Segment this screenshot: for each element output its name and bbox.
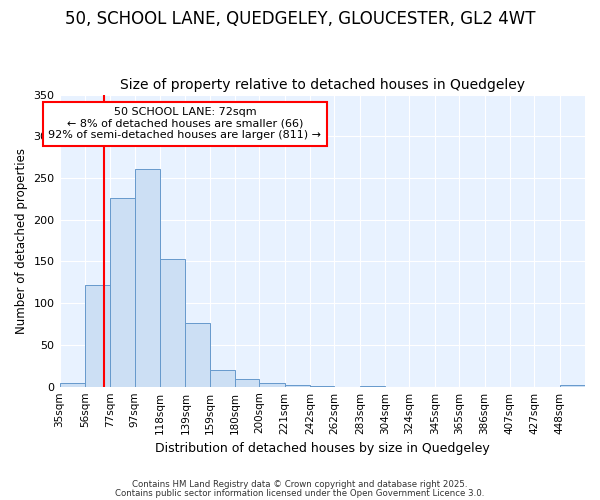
Bar: [59, 382, 85, 386]
Text: Contains HM Land Registry data © Crown copyright and database right 2025.: Contains HM Land Registry data © Crown c…: [132, 480, 468, 489]
Bar: [160, 259, 185, 386]
Text: 50 SCHOOL LANE: 72sqm
← 8% of detached houses are smaller (66)
92% of semi-detac: 50 SCHOOL LANE: 72sqm ← 8% of detached h…: [49, 107, 322, 140]
Bar: [209, 370, 235, 386]
Title: Size of property relative to detached houses in Quedgeley: Size of property relative to detached ho…: [120, 78, 525, 92]
Text: Contains public sector information licensed under the Open Government Licence 3.: Contains public sector information licen…: [115, 489, 485, 498]
X-axis label: Distribution of detached houses by size in Quedgeley: Distribution of detached houses by size …: [155, 442, 490, 455]
Bar: [285, 385, 310, 386]
Bar: [85, 285, 110, 386]
Bar: [560, 385, 585, 386]
Bar: [134, 169, 160, 386]
Y-axis label: Number of detached properties: Number of detached properties: [15, 148, 28, 334]
Bar: [235, 379, 259, 386]
Text: 50, SCHOOL LANE, QUEDGELEY, GLOUCESTER, GL2 4WT: 50, SCHOOL LANE, QUEDGELEY, GLOUCESTER, …: [65, 10, 535, 28]
Bar: [185, 323, 209, 386]
Bar: [110, 198, 134, 386]
Bar: [259, 384, 285, 386]
